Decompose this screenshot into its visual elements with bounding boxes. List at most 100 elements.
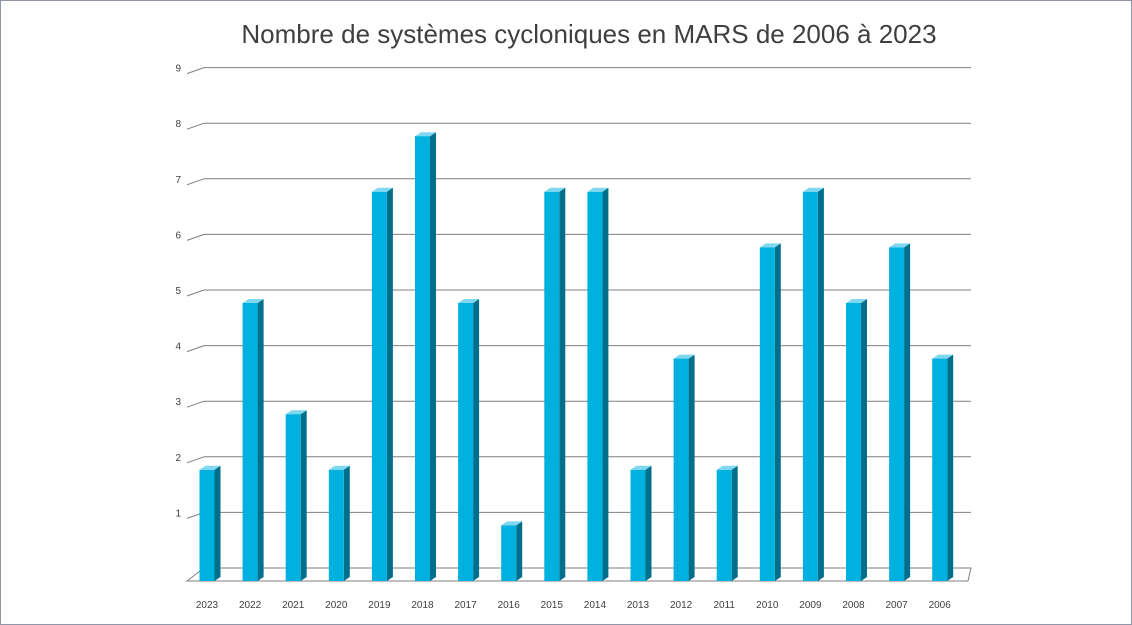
bar xyxy=(716,465,738,581)
bar-top xyxy=(242,299,264,303)
y-axis: 1 2 3 4 5 6 7 8 9 xyxy=(175,64,181,520)
bar-side xyxy=(731,465,738,581)
x-tick-label: 2011 xyxy=(713,600,735,611)
bar-front xyxy=(371,191,387,582)
bar-side xyxy=(214,465,221,581)
bar-front xyxy=(544,191,560,582)
y-tick-label: 9 xyxy=(175,64,181,75)
bar-side xyxy=(774,243,781,581)
bar-top xyxy=(759,243,781,248)
bar-top xyxy=(587,187,609,192)
x-tick-label: 2015 xyxy=(541,600,564,611)
chart-floor xyxy=(185,567,972,582)
bar-front xyxy=(889,247,905,581)
bar xyxy=(458,299,480,581)
bar-front xyxy=(759,247,775,581)
bar-top xyxy=(932,354,954,359)
bar-top xyxy=(673,354,695,359)
y-tick-label: 3 xyxy=(175,397,181,408)
bar-top xyxy=(889,243,911,248)
bar xyxy=(544,187,566,582)
bar xyxy=(759,243,781,581)
y-tick-label: 1 xyxy=(175,508,181,519)
bar-top xyxy=(544,187,566,192)
x-tick-label: 2018 xyxy=(411,600,434,611)
bar-top xyxy=(328,465,350,470)
bar xyxy=(199,465,221,581)
x-tick-label: 2020 xyxy=(325,600,348,611)
x-tick-label: 2019 xyxy=(368,600,391,611)
bar xyxy=(242,299,264,581)
bar-top xyxy=(415,132,436,137)
bar xyxy=(932,354,954,581)
y-tick-label: 6 xyxy=(175,230,181,241)
bar-front xyxy=(458,303,474,581)
x-tick-label: 2022 xyxy=(239,600,262,611)
x-tick-label: 2012 xyxy=(670,600,693,611)
bar-top xyxy=(285,410,307,415)
x-tick-label: 2010 xyxy=(756,600,779,611)
bar-side xyxy=(300,410,307,581)
bar-front xyxy=(328,469,344,581)
bar-front xyxy=(716,469,732,581)
x-tick-label: 2008 xyxy=(842,600,865,611)
bar-top xyxy=(630,465,652,470)
bar-top xyxy=(802,187,824,192)
bar xyxy=(371,187,393,582)
y-tick-label: 5 xyxy=(175,286,181,297)
gridline-tick xyxy=(186,122,205,130)
bar-side xyxy=(430,132,436,581)
bar-side xyxy=(257,299,264,581)
y-tick-label: 7 xyxy=(175,175,181,186)
bar-side xyxy=(343,465,350,581)
bar xyxy=(630,465,652,581)
bar-front xyxy=(673,358,689,581)
bar-side xyxy=(645,465,652,581)
bar-side xyxy=(817,187,824,582)
bar xyxy=(501,521,523,581)
bar-top xyxy=(371,187,393,192)
bar-side xyxy=(904,243,911,581)
gridline-tick xyxy=(186,233,205,241)
x-tick-label: 2007 xyxy=(885,600,908,611)
x-tick-label: 2013 xyxy=(627,600,650,611)
bar-top xyxy=(716,465,738,470)
gridline-tick xyxy=(186,289,205,297)
x-tick-label: 2009 xyxy=(799,600,822,611)
bar-side xyxy=(559,187,566,582)
bar-front xyxy=(587,191,603,582)
x-tick-label: 2023 xyxy=(196,600,219,611)
y-tick-label: 2 xyxy=(175,453,181,464)
chart-title: Nombre de systèmes cycloniques en MARS d… xyxy=(241,19,936,49)
bar xyxy=(285,410,307,581)
bar-side xyxy=(386,187,393,582)
x-tick-label: 2016 xyxy=(498,600,521,611)
gridline-tick xyxy=(186,178,205,186)
bar-side xyxy=(473,299,480,581)
bar-side xyxy=(861,299,867,581)
gridline-tick xyxy=(186,67,205,75)
x-axis-labels: 2023 2022 2021 2020 2019 2018 2017 2016 2015 2014… xyxy=(196,600,951,611)
bar-front xyxy=(802,191,818,582)
bar-front xyxy=(199,469,215,581)
bar xyxy=(587,187,609,582)
bar xyxy=(328,465,350,581)
bar-front xyxy=(242,303,258,581)
bar-front xyxy=(932,358,948,581)
bar-front xyxy=(501,525,517,581)
bar-side xyxy=(602,187,609,582)
y-tick-label: 4 xyxy=(175,342,181,353)
bar-side xyxy=(947,354,954,581)
bar xyxy=(673,354,695,581)
bar-top xyxy=(846,299,867,303)
x-tick-label: 2006 xyxy=(929,600,952,611)
bar-front xyxy=(415,136,430,581)
gridline-tick xyxy=(186,345,205,353)
x-tick-label: 2017 xyxy=(454,600,477,611)
x-tick-label: 2014 xyxy=(584,600,607,611)
bar-front xyxy=(285,414,301,581)
bar-side xyxy=(516,521,523,581)
bar xyxy=(889,243,911,581)
bar-front xyxy=(630,469,646,581)
